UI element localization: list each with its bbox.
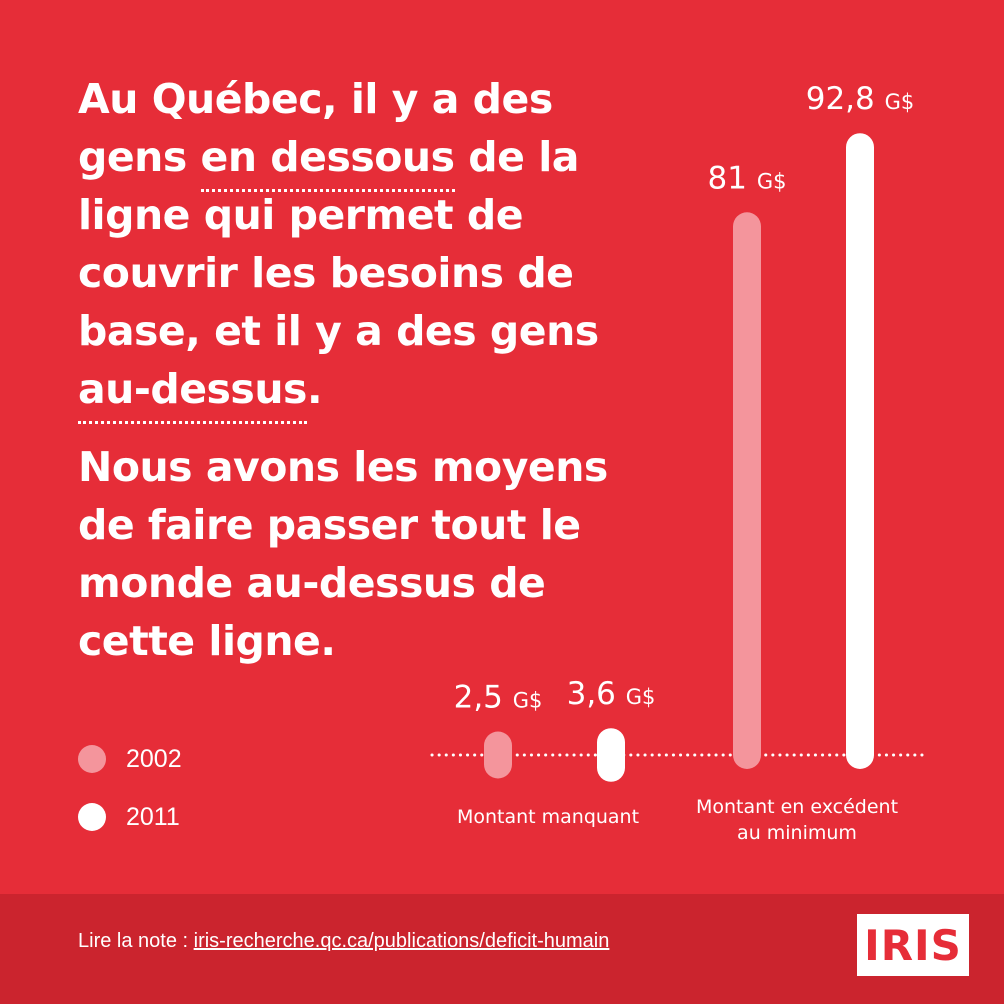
iris-logo: IRIS — [857, 914, 969, 976]
note-link[interactable]: iris-recherche.qc.ca/publications/defici… — [193, 930, 610, 952]
legend-item-2011: 2011 — [78, 788, 182, 846]
headline-paragraph-2: Nous avons les moyens de faire passer to… — [78, 443, 608, 665]
legend-item-2002: 2002 — [78, 730, 182, 788]
footer-prefix: Lire la note : — [78, 930, 194, 952]
value-label-2002-manquant: 2,5 G$ — [454, 680, 543, 716]
value-label-2011-excedent: 92,8 G$ — [806, 81, 915, 117]
bar-chart: 2,5 G$ 3,6 G$ Montant manquant 81 G$ 92,8 G$… — [430, 81, 924, 844]
legend-dot-2011 — [78, 803, 106, 831]
bar-2002-manquant — [484, 731, 512, 779]
underlined-phrase-above: au-dessus — [78, 360, 307, 424]
legend: 2002 2011 — [78, 730, 182, 846]
value-label-2002-excedent: 81 G$ — [708, 160, 787, 196]
headline-text: Au Québec, il y a des gens — [78, 75, 553, 181]
bar-2002-excedent — [733, 212, 761, 770]
footer-text: Lire la note : iris-recherche.qc.ca/publ… — [78, 930, 609, 953]
footer: Lire la note : iris-recherche.qc.ca/publ… — [0, 894, 1004, 1004]
bar-2011-manquant — [597, 728, 625, 782]
headline-text: de la ligne qui permet de couvrir les be… — [78, 133, 599, 355]
category-label-excedent: Montant en excédent au minimum — [696, 796, 898, 844]
legend-label-2002: 2002 — [126, 744, 182, 773]
bar-2011-excedent — [846, 133, 874, 770]
headline-text: . — [306, 365, 323, 413]
legend-label-2011: 2011 — [126, 802, 180, 831]
value-label-2011-manquant: 3,6 G$ — [567, 676, 656, 712]
category-label-manquant: Montant manquant — [457, 806, 639, 828]
underlined-phrase-below: en dessous — [200, 128, 455, 192]
legend-dot-2002 — [78, 745, 106, 773]
headline-paragraph-1: Au Québec, il y a des gens en dessous de… — [78, 70, 618, 424]
